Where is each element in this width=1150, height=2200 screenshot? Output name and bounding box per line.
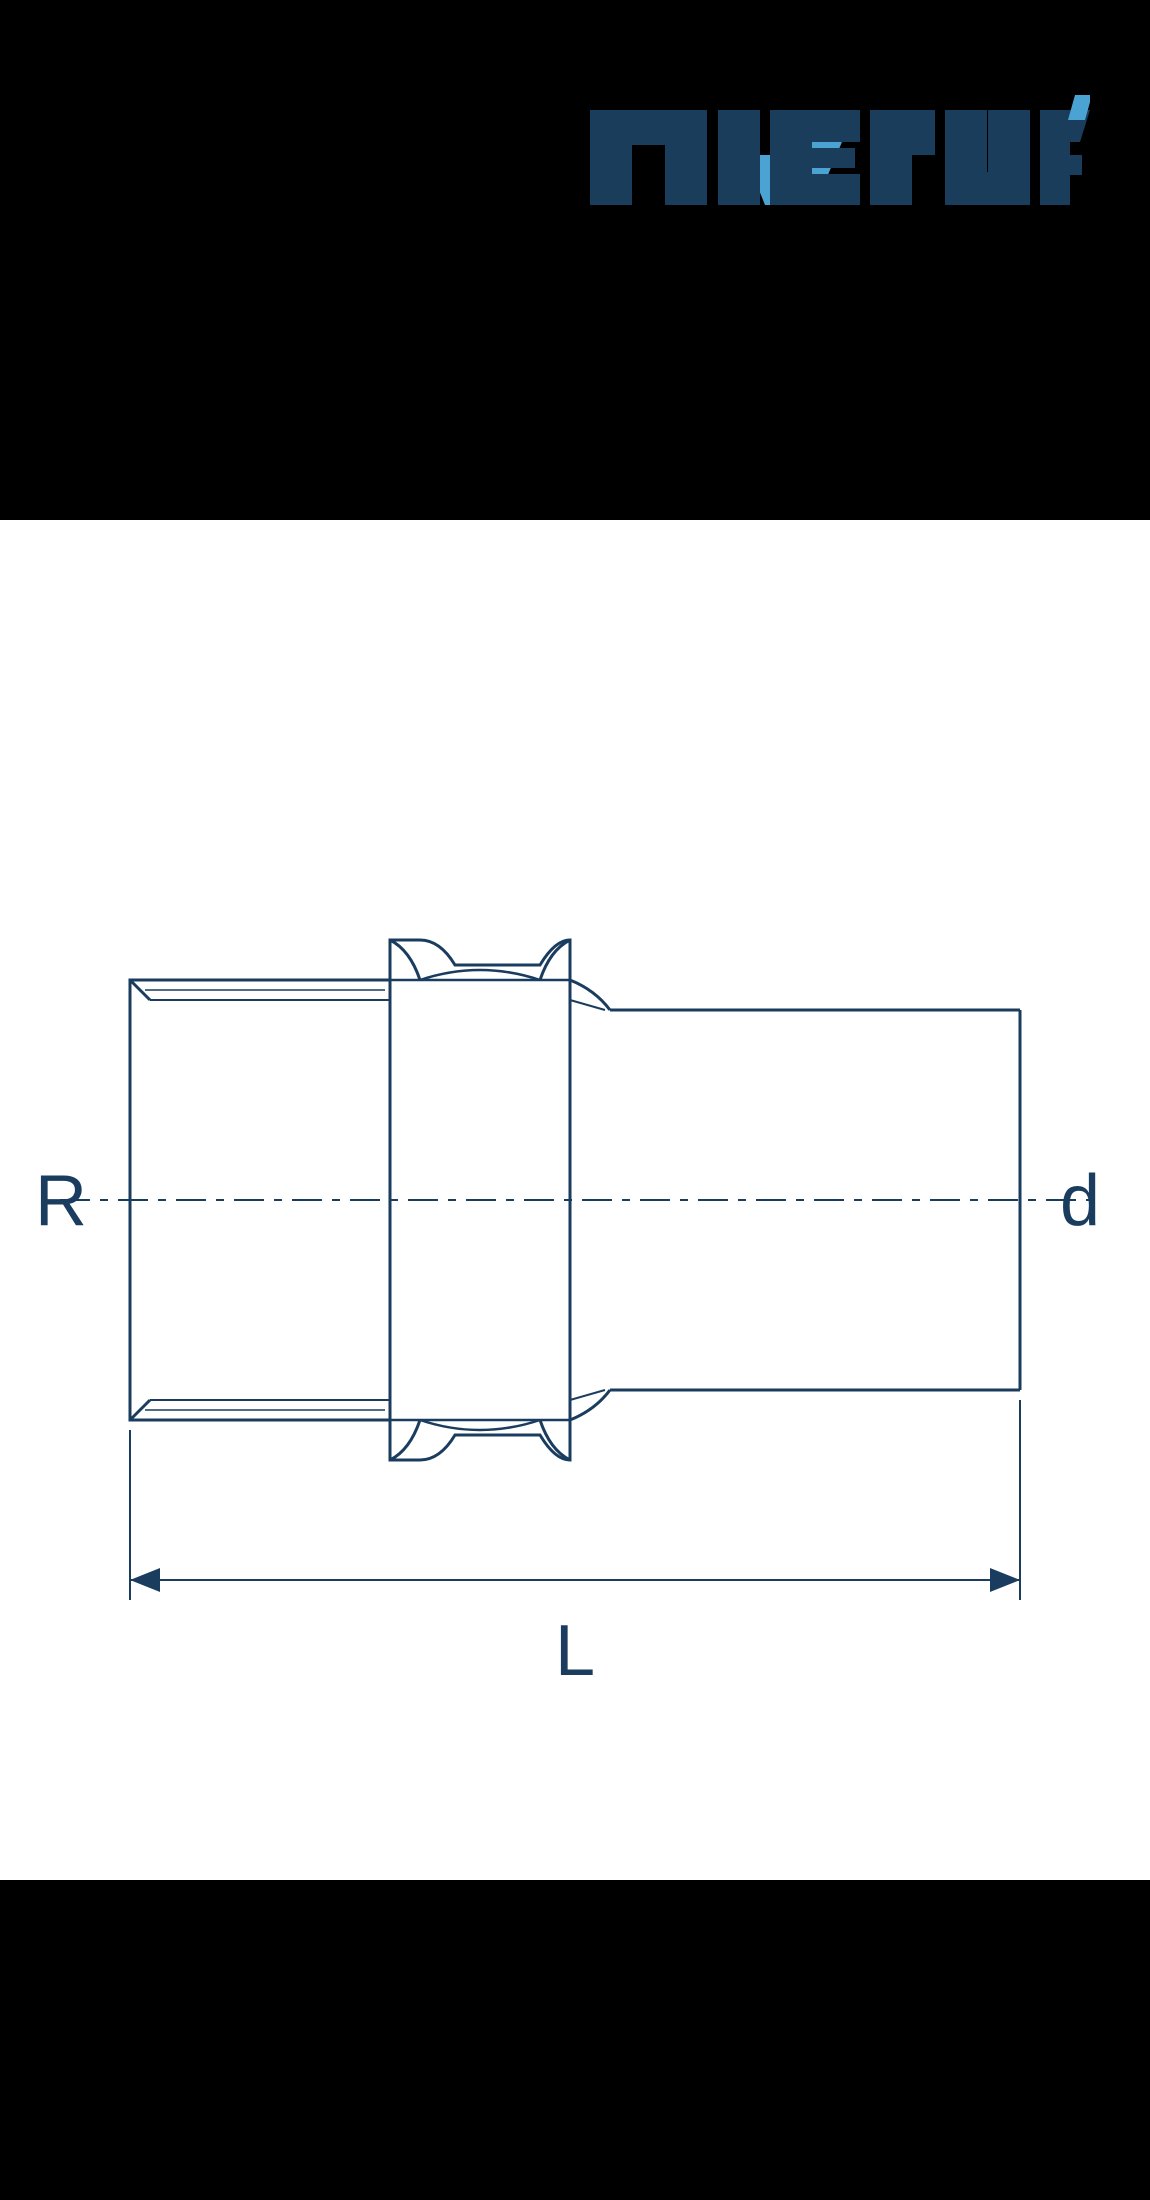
label-d: d [1060, 1161, 1100, 1241]
label-l: L [555, 1611, 595, 1691]
fitting-drawing: R d L [0, 520, 1150, 1880]
label-r: R [35, 1161, 87, 1241]
brand-logo [570, 60, 1090, 230]
nieruf-logo-svg [570, 60, 1090, 230]
technical-diagram: R d L [0, 520, 1150, 1880]
dimension-l [130, 1400, 1020, 1600]
